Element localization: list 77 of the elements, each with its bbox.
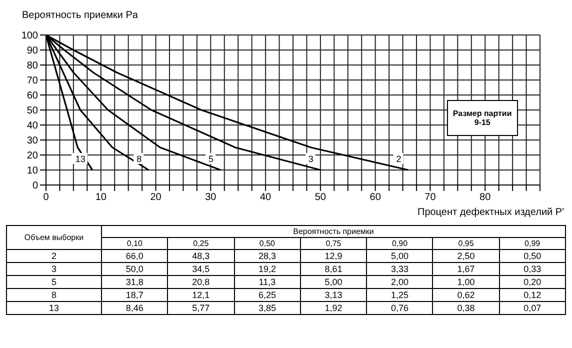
- text: 28,3: [234, 250, 300, 262]
- text: 0,62: [432, 288, 500, 302]
- y-tick-label: 20: [26, 150, 38, 162]
- text: 1,00: [432, 276, 500, 288]
- text: 5: [51, 277, 56, 287]
- x-tick-label: 30: [205, 192, 217, 204]
- series-label: 2: [396, 154, 402, 164]
- text: 13: [48, 303, 59, 313]
- y-tick-label: 0: [32, 180, 38, 192]
- text: 0,38: [432, 302, 500, 314]
- text: 2,50: [432, 250, 500, 262]
- y-tick-label: 50: [26, 106, 38, 117]
- y-tick-label: 60: [26, 90, 38, 102]
- text: 8,61: [300, 262, 367, 276]
- x-tick-label: 80: [480, 192, 492, 204]
- text: 31,8: [102, 276, 168, 288]
- text: 0,95: [432, 238, 500, 250]
- text: 3: [51, 264, 56, 274]
- text: 2: [51, 251, 56, 261]
- text: 8,46: [102, 302, 168, 314]
- y-tick-label: 70: [26, 76, 38, 87]
- text: 0,99: [499, 238, 566, 250]
- text: 48,3: [168, 250, 234, 262]
- text: 0,76: [366, 302, 433, 314]
- series-label: 5: [208, 154, 214, 164]
- text: 18,7: [102, 288, 168, 302]
- text: Объем выборки: [6, 226, 102, 250]
- text: 0,20: [499, 276, 566, 288]
- series-label: 13: [75, 154, 86, 164]
- x-tick-label: 50: [314, 192, 326, 204]
- text: 5,00: [366, 250, 433, 262]
- text: 19,2: [234, 262, 300, 276]
- text: 1,92: [300, 302, 367, 314]
- y-tick-label: 80: [26, 60, 38, 72]
- y-tick-label: 30: [26, 136, 38, 147]
- text: 1,25: [366, 288, 433, 302]
- y-tick-label: 100: [21, 30, 38, 42]
- x-tick-label: 20: [150, 192, 162, 204]
- text: 0,12: [499, 288, 566, 302]
- x-tick-label: 60: [370, 192, 382, 204]
- text: 3,13: [300, 288, 367, 302]
- text: 12,9: [300, 250, 367, 262]
- text: 3,33: [366, 262, 433, 276]
- text: 66,0: [102, 250, 168, 262]
- text: 0,50: [499, 250, 566, 262]
- text: 34,5: [168, 262, 234, 276]
- text: 5,77: [168, 302, 234, 314]
- text: 0,07: [499, 302, 566, 314]
- text: 8: [51, 290, 56, 300]
- text: 50,0: [102, 262, 168, 276]
- text: 6,25: [234, 288, 300, 302]
- text: 0,10: [102, 238, 168, 250]
- y-axis-title: Вероятность приемки Pa: [22, 10, 138, 21]
- x-tick-label: 40: [260, 192, 272, 204]
- x-axis-title: Процент дефектных изделий P': [418, 207, 564, 218]
- text: 11,3: [234, 276, 300, 288]
- text: 3,85: [234, 302, 300, 314]
- annotation: Размер партии 9-15: [452, 108, 512, 126]
- x-tick-label: 10: [95, 192, 107, 204]
- series-label: 3: [308, 154, 314, 164]
- text: 20,8: [168, 276, 234, 288]
- text: Вероятность приемки: [102, 226, 566, 238]
- x-tick-label: 0: [43, 192, 50, 204]
- text: 0,33: [499, 262, 566, 276]
- series-label: 8: [136, 154, 142, 164]
- text: 0,50: [234, 238, 300, 250]
- text: 2,00: [366, 276, 433, 288]
- y-tick-label: 10: [26, 166, 38, 177]
- x-tick-label: 70: [424, 192, 436, 204]
- text: 5,00: [300, 276, 367, 288]
- y-tick-label: 90: [26, 46, 38, 57]
- text: 0,25: [168, 238, 234, 250]
- text: 0,75: [300, 238, 367, 250]
- y-tick-label: 40: [26, 120, 38, 132]
- text: 0,90: [366, 238, 433, 250]
- text: 1,67: [432, 262, 500, 276]
- text: 12,1: [168, 288, 234, 302]
